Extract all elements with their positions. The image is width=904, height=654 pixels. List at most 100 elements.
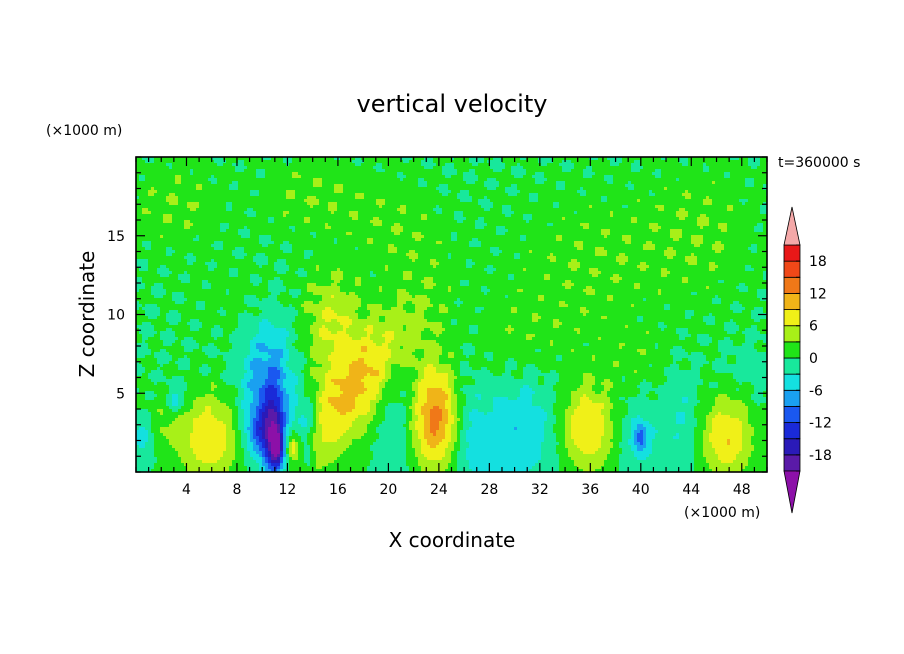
contour-cell xyxy=(355,406,371,410)
contour-cell xyxy=(259,412,263,416)
contour-cell xyxy=(451,175,464,179)
contour-cell xyxy=(544,433,557,437)
contour-cell xyxy=(226,424,233,428)
contour-cell xyxy=(448,409,452,413)
contour-cell xyxy=(394,232,401,236)
contour-cell xyxy=(703,352,722,356)
contour-cell xyxy=(595,376,623,380)
contour-cell xyxy=(316,400,320,404)
contour-cell xyxy=(517,427,545,431)
contour-cell xyxy=(391,307,404,311)
contour-cell xyxy=(466,403,494,407)
contour-cell xyxy=(178,451,194,455)
contour-cell xyxy=(145,355,155,359)
contour-cell xyxy=(412,301,431,305)
contour-cell xyxy=(514,427,518,431)
contour-cell xyxy=(643,166,704,170)
contour-cell xyxy=(250,451,257,455)
contour-cell xyxy=(355,400,371,404)
contour-cell xyxy=(715,316,752,320)
contour-cell xyxy=(436,163,446,167)
contour-cell xyxy=(214,325,221,329)
contour-cell xyxy=(625,376,668,380)
contour-cell xyxy=(421,337,527,341)
contour-cell xyxy=(235,442,242,446)
contour-cell xyxy=(283,352,290,356)
contour-cell xyxy=(700,214,707,218)
contour-cell xyxy=(712,442,728,446)
contour-cell xyxy=(265,436,269,440)
contour-cell xyxy=(244,295,257,299)
contour-cell xyxy=(166,289,227,293)
contour-cell xyxy=(466,181,476,185)
contour-cell xyxy=(397,289,407,293)
contour-cell xyxy=(148,193,155,197)
contour-cell xyxy=(424,415,431,419)
contour-cell xyxy=(328,223,374,227)
contour-cell xyxy=(463,415,470,419)
contour-cell xyxy=(421,412,431,416)
contour-cell xyxy=(544,421,557,425)
x-tick-label: 44 xyxy=(682,482,700,498)
contour-cell xyxy=(220,226,230,230)
contour-cell xyxy=(268,412,278,416)
contour-cell xyxy=(691,235,704,239)
contour-cell xyxy=(292,439,296,443)
contour-cell xyxy=(151,418,176,422)
contour-cell xyxy=(316,460,335,464)
contour-cell xyxy=(274,403,281,407)
contour-cell xyxy=(604,379,611,383)
contour-cell xyxy=(490,250,503,254)
contour-cell xyxy=(211,370,224,374)
contour-cell xyxy=(259,409,266,413)
contour-cell xyxy=(457,298,461,302)
contour-cell xyxy=(577,466,602,470)
contour-cell xyxy=(715,400,743,404)
contour-cell xyxy=(265,421,272,425)
contour-cell xyxy=(226,382,242,386)
contour-cell xyxy=(154,463,185,467)
contour-cell xyxy=(319,382,326,386)
contour-cell xyxy=(229,289,269,293)
contour-cell xyxy=(754,430,767,434)
contour-cell xyxy=(649,193,656,197)
contour-cell xyxy=(337,439,353,443)
contour-cell xyxy=(172,166,236,170)
contour-cell xyxy=(457,376,473,380)
contour-cell xyxy=(316,397,320,401)
contour-cell xyxy=(574,442,602,446)
contour-cell xyxy=(292,175,302,179)
contour-cell xyxy=(292,445,296,449)
contour-cell xyxy=(319,385,326,389)
contour-cell xyxy=(283,280,335,284)
contour-cell xyxy=(709,463,749,467)
contour-cell xyxy=(268,460,272,464)
contour-cell xyxy=(373,238,416,242)
contour-cell xyxy=(136,184,197,188)
contour-cell xyxy=(136,181,176,185)
contour-cell xyxy=(307,286,341,290)
contour-cell xyxy=(214,337,218,341)
contour-cell xyxy=(142,211,152,215)
contour-cell xyxy=(427,397,449,401)
contour-cell xyxy=(316,196,356,200)
contour-cell xyxy=(520,235,527,239)
contour-cell xyxy=(286,343,293,347)
contour-cell xyxy=(742,439,752,443)
contour-cell xyxy=(196,454,224,458)
contour-cell xyxy=(226,202,233,206)
contour-cell xyxy=(709,466,746,470)
contour-cell xyxy=(175,250,233,254)
contour-cell xyxy=(160,235,164,239)
contour-cell xyxy=(238,409,245,413)
contour-cell xyxy=(721,301,734,305)
contour-cell xyxy=(367,334,371,338)
contour-cell xyxy=(706,415,716,419)
contour-cell xyxy=(580,328,662,332)
contour-cell xyxy=(412,436,419,440)
contour-cell xyxy=(661,271,671,275)
contour-cell xyxy=(754,178,767,182)
contour-cell xyxy=(418,457,428,461)
contour-cell xyxy=(430,298,458,302)
contour-cell xyxy=(169,406,182,410)
